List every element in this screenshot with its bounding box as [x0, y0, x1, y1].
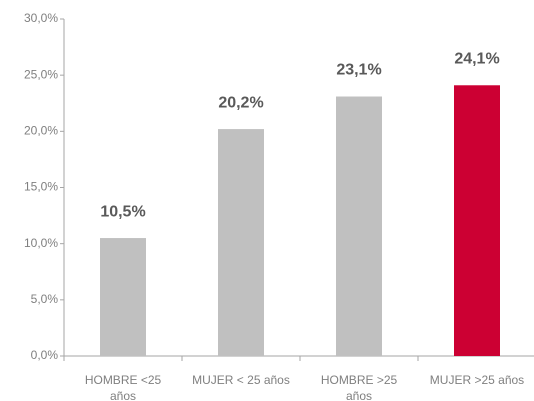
y-tick-label: 0,0% — [31, 348, 59, 362]
y-tick-label: 10,0% — [24, 236, 58, 250]
value-label: 24,1% — [454, 50, 499, 67]
y-tick-label: 5,0% — [31, 292, 59, 306]
bar — [100, 238, 146, 356]
x-tick-label: HOMBRE <25 años — [85, 373, 162, 401]
value-label: 20,2% — [218, 94, 263, 111]
y-tick-label: 25,0% — [24, 67, 58, 81]
y-tick-label: 15,0% — [24, 180, 58, 194]
y-tick-label: 30,0% — [24, 11, 58, 25]
bar — [218, 129, 264, 356]
y-tick-label: 20,0% — [24, 124, 58, 138]
x-tick-label: HOMBRE >25 años — [321, 373, 398, 401]
bar — [454, 85, 500, 356]
bar — [336, 96, 382, 356]
value-label: 23,1% — [336, 62, 381, 79]
x-tick-label: MUJER < 25 años — [192, 373, 290, 387]
value-label: 10,5% — [100, 203, 145, 220]
x-tick-label: MUJER >25 años — [430, 373, 524, 387]
